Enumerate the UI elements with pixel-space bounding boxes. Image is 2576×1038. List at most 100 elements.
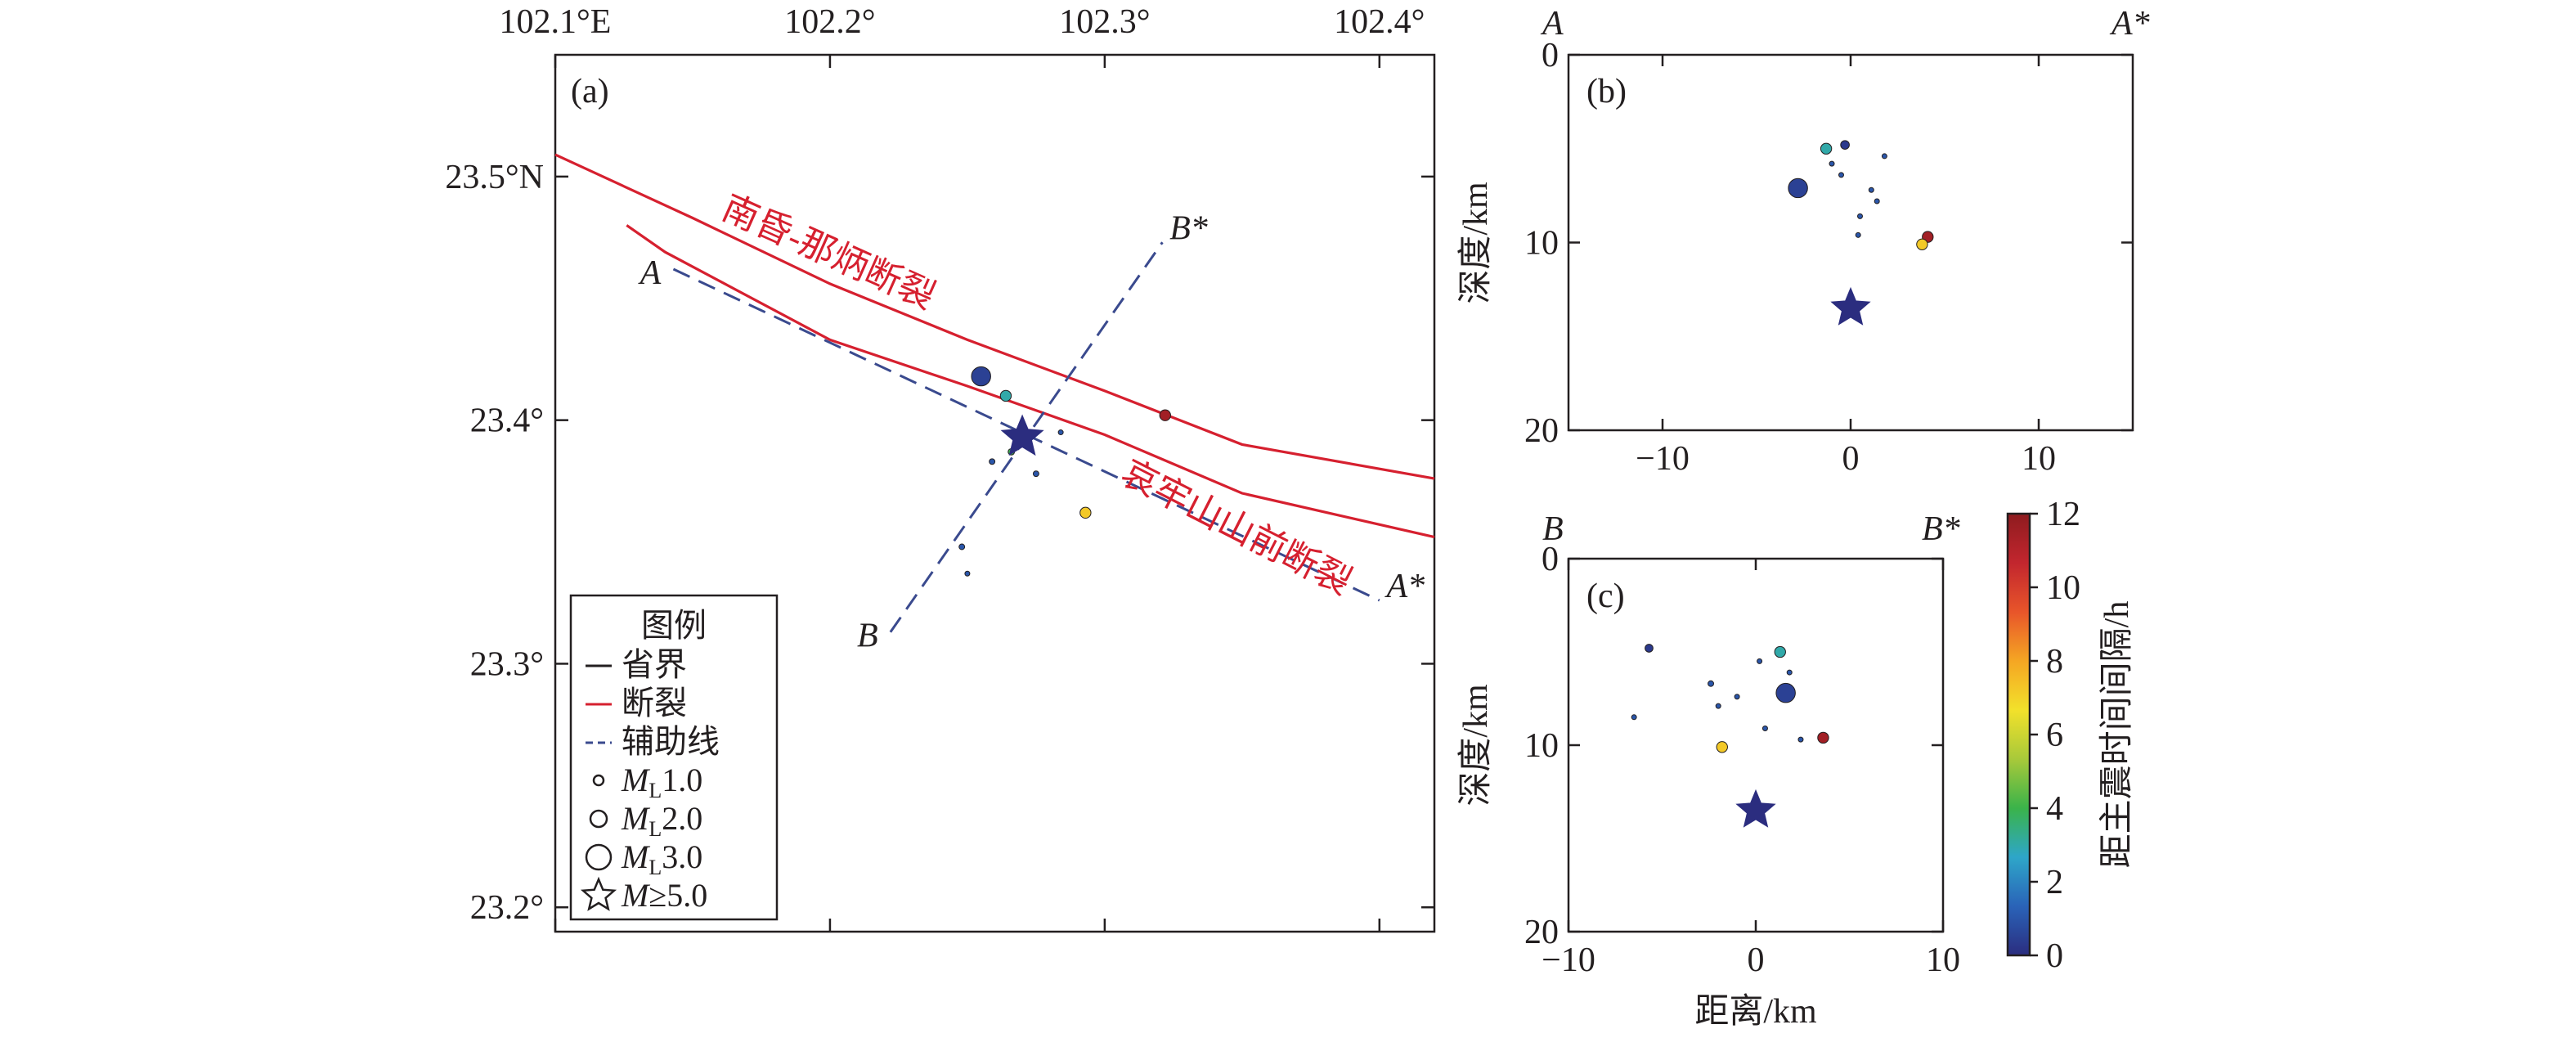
panel-c-label: (c) [1586, 577, 1625, 615]
map-y-tick-label: 23.3° [470, 645, 544, 683]
legend-label: ML1.0 [621, 762, 702, 802]
profile-start-label: B [857, 618, 878, 655]
profile-event-point [1757, 658, 1763, 664]
profile-event-point [1857, 213, 1863, 219]
panel-b-profile: −10 0 10 0 10 20 (b) A A* 深度/km [1457, 5, 2150, 478]
profile-x-tick-label: 10 [2022, 440, 2056, 478]
profile-start-label: A [638, 254, 662, 292]
profile-x-tick-label: −10 [1636, 440, 1690, 478]
legend-label: ML2.0 [621, 800, 702, 841]
panel-a-label: (a) [571, 73, 609, 110]
panel-b-y-ticks: 0 10 20 [1524, 37, 2133, 450]
map-x-tick-label: 102.2° [784, 3, 875, 41]
map-y-tick-label: 23.4° [470, 402, 544, 440]
map-x-tick-label: 102.3° [1059, 3, 1150, 41]
legend-label: 断裂 [622, 685, 687, 721]
profile-event-point [1829, 160, 1835, 167]
fault-label-ailaoshan: 哀牢山山前断裂 [1115, 452, 1358, 602]
profile-event-point [1797, 736, 1804, 743]
panel-a-y-ticks: 23.5°N 23.4° 23.3° 23.2° [445, 159, 1434, 927]
panel-a-frame [554, 53, 1436, 933]
legend-label: 辅助线 [622, 723, 720, 760]
legend-circle-symbol [589, 809, 608, 829]
profile-x-tick-label: −10 [1542, 941, 1595, 979]
panel-c-x-ticks: −10 0 10 [1542, 559, 1960, 979]
profile-event-point [1715, 703, 1721, 709]
legend-box [569, 594, 779, 921]
panel-a-aftershocks [958, 366, 1171, 577]
profile-event-point [1916, 238, 1928, 250]
profile-event-point [1788, 177, 1808, 199]
profile-event-point [1645, 644, 1654, 653]
map-y-tick-label: 23.5°N [445, 159, 544, 196]
panel-b-frame [1567, 53, 2134, 432]
aftershock-point [1057, 429, 1064, 436]
colorbar-tick-label: 4 [2046, 790, 2063, 828]
map-x-tick-label: 102.4° [1334, 3, 1425, 41]
panel-c-profile: −10 0 10 0 10 20 (c) B B* 深度/km 距离/km [1457, 510, 1960, 1031]
profile-end-label: B* [1169, 209, 1208, 247]
panel-b-left-label: A [1540, 5, 1564, 43]
panel-b-events [1788, 140, 1934, 250]
profile-x-tick-label: 0 [1842, 440, 1860, 478]
colorbar: 0 2 4 6 8 10 12 距主震时间间隔/h [2006, 496, 2136, 975]
colorbar-tick-label: 6 [2046, 717, 2063, 754]
legend-circle-symbol [585, 843, 613, 871]
profile-x-tick-label: 0 [1748, 941, 1765, 979]
profile-event-point [1874, 198, 1880, 204]
profile-event-point [1716, 741, 1728, 753]
panel-b-ylabel: 深度/km [1457, 182, 1495, 304]
panel-c-right-label: B* [1922, 510, 1960, 548]
profile-event-point [1855, 231, 1861, 238]
profile-event-point [1708, 680, 1715, 687]
colorbar-tick-label: 2 [2046, 864, 2063, 901]
aftershock-point [1159, 409, 1171, 421]
aftershock-point [1079, 506, 1092, 519]
profile-mainshock-star [1735, 789, 1776, 828]
panel-c-frame [1567, 557, 1945, 933]
colorbar-tick-label: 12 [2046, 496, 2080, 533]
profile-event-point [1840, 140, 1850, 150]
legend-title: 图例 [641, 607, 707, 644]
profile-event-point [1775, 682, 1796, 703]
profile-event-point [1774, 645, 1786, 658]
colorbar-tick-label: 10 [2046, 569, 2080, 607]
colorbar-ticks: 0 2 4 6 8 10 12 [2030, 496, 2080, 975]
panel-b-label: (b) [1586, 73, 1627, 110]
profile-event-point [1786, 669, 1793, 676]
map-y-tick-label: 23.2° [470, 889, 544, 927]
panel-c-events [1631, 644, 1829, 753]
panel-a-x-ticks: 102.1°E 102.2° 102.3° 102.4° [500, 3, 1425, 932]
legend-label: M≥5.0 [621, 877, 707, 914]
colorbar-bar [2006, 512, 2031, 957]
colorbar-tick-label: 0 [2046, 937, 2063, 975]
profile-y-tick-label: 0 [1542, 37, 1559, 74]
aftershock-point [958, 543, 966, 550]
panel-c-left-label: B [1542, 510, 1564, 548]
panel-b-right-label: A* [2109, 5, 2150, 43]
aftershock-point [989, 458, 996, 465]
profile-mainshock-star [1830, 286, 1871, 326]
panel-c-xlabel: 距离/km [1694, 992, 1817, 1031]
profile-event-point [1631, 714, 1637, 721]
fault-line [626, 224, 1435, 539]
aftershock-point [971, 366, 991, 387]
fault-line [554, 153, 1435, 480]
profile-event-point [1838, 172, 1844, 178]
profile-event-point [1817, 731, 1829, 744]
profile-end-label: A* [1384, 568, 1425, 605]
profile-y-tick-label: 0 [1542, 541, 1559, 578]
profile-y-tick-label: 10 [1524, 727, 1559, 765]
map-x-tick-label: 102.1°E [500, 3, 612, 41]
panel-c-mainshock [1735, 789, 1776, 828]
panel-b-x-ticks: −10 0 10 [1636, 55, 2056, 478]
profile-event-point [1881, 153, 1887, 160]
panel-c-ylabel: 深度/km [1457, 684, 1495, 807]
profile-event-point [1734, 694, 1740, 700]
profile-y-tick-label: 20 [1524, 412, 1559, 450]
profile-x-tick-label: 10 [1926, 941, 1960, 979]
profile-event-point [1820, 142, 1833, 155]
